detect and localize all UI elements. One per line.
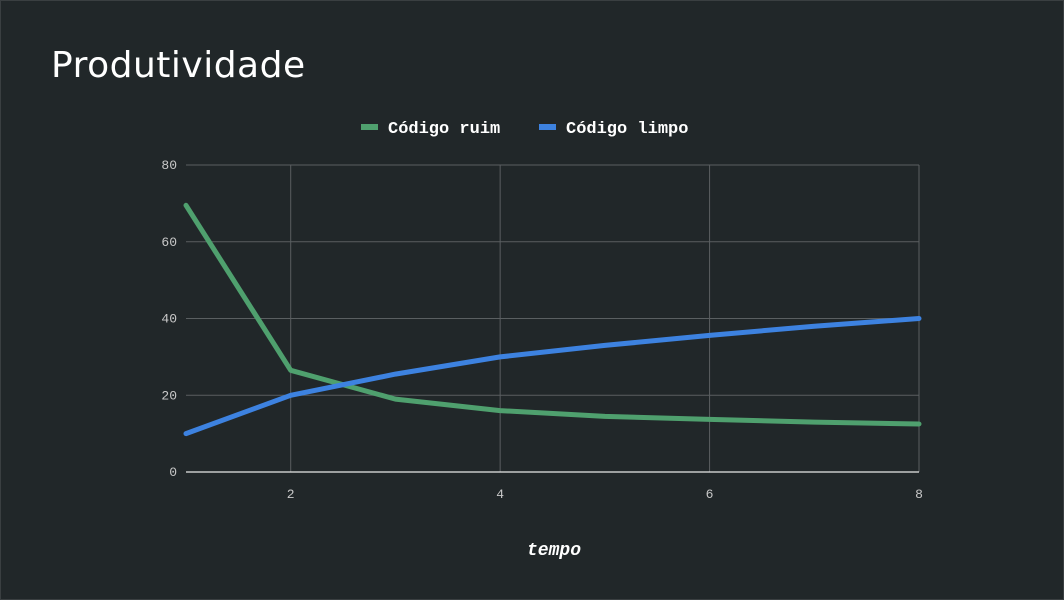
legend-item: Código limpo bbox=[539, 120, 688, 139]
legend-swatch-codigo-ruim bbox=[361, 124, 378, 130]
series-line-codigo-limpo bbox=[183, 316, 922, 437]
y-tick-label: 80 bbox=[161, 158, 177, 173]
legend: Código ruim Código limpo bbox=[361, 120, 688, 139]
x-axis-label: tempo bbox=[527, 541, 581, 561]
y-tick-label: 20 bbox=[161, 388, 177, 403]
x-tick-label: 2 bbox=[287, 487, 295, 502]
slide-title: Produtividade bbox=[51, 45, 306, 86]
legend-label-codigo-limpo: Código limpo bbox=[566, 120, 688, 139]
legend-item: Código ruim bbox=[361, 120, 500, 139]
x-tick-label: 6 bbox=[706, 487, 714, 502]
x-tick-label: 8 bbox=[915, 487, 923, 502]
tick-labels: 0 20 40 60 80 2 4 6 8 bbox=[161, 158, 923, 502]
y-tick-label: 60 bbox=[161, 235, 177, 250]
x-tick-label: 4 bbox=[496, 487, 504, 502]
legend-swatch-codigo-limpo bbox=[539, 124, 556, 130]
y-tick-label: 0 bbox=[169, 465, 177, 480]
y-tick-label: 40 bbox=[161, 312, 177, 327]
series-line-codigo-ruim bbox=[183, 202, 922, 427]
legend-label-codigo-ruim: Código ruim bbox=[388, 120, 500, 139]
series-lines bbox=[183, 202, 922, 437]
gridlines bbox=[186, 164, 920, 472]
